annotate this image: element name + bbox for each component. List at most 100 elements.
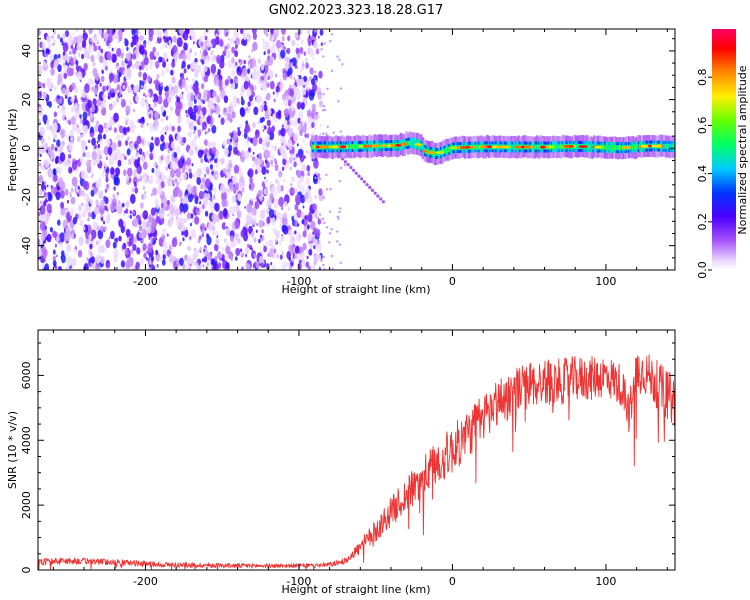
noise-speckle (103, 133, 107, 140)
noise-speckle (167, 148, 171, 154)
noise-speckle (39, 126, 45, 137)
noise-speckle (47, 192, 53, 202)
noise-speckle (134, 84, 140, 94)
tone-core (636, 144, 639, 150)
noise-speckle (193, 172, 198, 181)
noise-speckle (266, 216, 271, 224)
noise-speckle (261, 124, 265, 129)
noise-speckle (322, 196, 326, 199)
noise-speckle (234, 50, 239, 58)
noise-speckle (89, 243, 93, 250)
tone-peak (362, 144, 373, 148)
noise-speckle (221, 191, 227, 202)
tone-core (426, 149, 429, 155)
noise-speckle (286, 190, 289, 194)
noise-speckle (113, 174, 119, 184)
noise-speckle (218, 262, 221, 268)
noise-speckle (197, 198, 200, 203)
noise-speckle (166, 199, 170, 206)
noise-speckle (46, 119, 50, 125)
noise-speckle (332, 131, 335, 134)
tone-core (421, 145, 424, 151)
noise-speckle (296, 43, 299, 46)
noise-speckle (304, 215, 307, 220)
noise-speckle (62, 219, 68, 229)
noise-speckle (245, 253, 248, 258)
noise-speckle (125, 52, 132, 62)
noise-speckle (259, 195, 263, 202)
noise-speckle (64, 207, 67, 211)
noise-speckle (102, 85, 106, 93)
noise-speckle (291, 157, 294, 161)
noise-speckle (231, 111, 236, 119)
noise-speckle (258, 219, 264, 228)
noise-speckle (142, 161, 148, 170)
noise-speckle (223, 95, 229, 104)
snr-x-label: Height of straight line (km) (281, 583, 430, 596)
noise-speckle (205, 61, 207, 65)
noise-speckle (182, 172, 187, 181)
noise-speckle (77, 34, 83, 44)
tone-core (617, 145, 619, 151)
noise-speckle (286, 56, 290, 63)
noise-speckle (108, 236, 111, 240)
tone-peak (381, 144, 387, 148)
noise-speckle (251, 163, 255, 168)
colorbar-tick-label: 0.6 (696, 117, 709, 134)
noise-speckle (211, 50, 214, 55)
noise-speckle (223, 147, 229, 157)
noise-speckle (39, 205, 46, 216)
noise-speckle (60, 255, 63, 259)
noise-speckle (206, 236, 212, 246)
noise-speckle (54, 86, 57, 91)
noise-speckle (281, 261, 287, 270)
noise-speckle (153, 239, 156, 244)
noise-speckle (118, 218, 124, 228)
noise-speckle (179, 241, 182, 245)
noise-speckle (121, 202, 125, 208)
tone-core (631, 144, 634, 150)
noise-speckle (39, 200, 42, 204)
noise-speckle (193, 61, 199, 71)
noise-speckle (38, 189, 43, 196)
noise-speckle (47, 136, 51, 141)
noise-speckle (84, 83, 90, 94)
noise-speckle (168, 88, 173, 96)
y-tick-label: 2000 (20, 491, 33, 519)
noise-speckle (74, 101, 78, 107)
tone-peak (578, 145, 588, 149)
noise-speckle (300, 121, 303, 126)
noise-speckle (263, 245, 267, 253)
tone-core (410, 140, 413, 146)
noise-speckle (168, 83, 173, 90)
noise-speckle (42, 248, 48, 258)
noise-speckle (313, 264, 316, 269)
noise-speckle (320, 42, 323, 46)
noise-speckle (185, 118, 190, 124)
noise-speckle (96, 140, 99, 144)
noise-speckle (56, 254, 58, 258)
noise-speckle (208, 148, 214, 157)
noise-speckle (294, 31, 299, 39)
noise-speckle (98, 190, 104, 199)
noise-speckle (249, 244, 252, 250)
noise-speckle (277, 180, 280, 185)
noise-speckle (225, 163, 229, 170)
noise-speckle (182, 264, 186, 270)
noise-speckle (112, 74, 119, 84)
noise-speckle (281, 206, 284, 210)
noise-speckle (125, 259, 131, 269)
noise-speckle (200, 158, 204, 164)
noise-speckle (199, 246, 202, 251)
noise-speckle (314, 239, 319, 248)
noise-speckle (200, 41, 204, 47)
noise-speckle (118, 200, 121, 205)
noise-speckle (232, 133, 238, 142)
noise-speckle (74, 95, 77, 100)
noise-speckle (293, 157, 295, 161)
noise-speckle (313, 40, 318, 49)
noise-speckle (300, 194, 306, 204)
noise-speckle (150, 264, 153, 269)
noise-speckle (138, 71, 142, 78)
noise-speckle (179, 211, 182, 215)
